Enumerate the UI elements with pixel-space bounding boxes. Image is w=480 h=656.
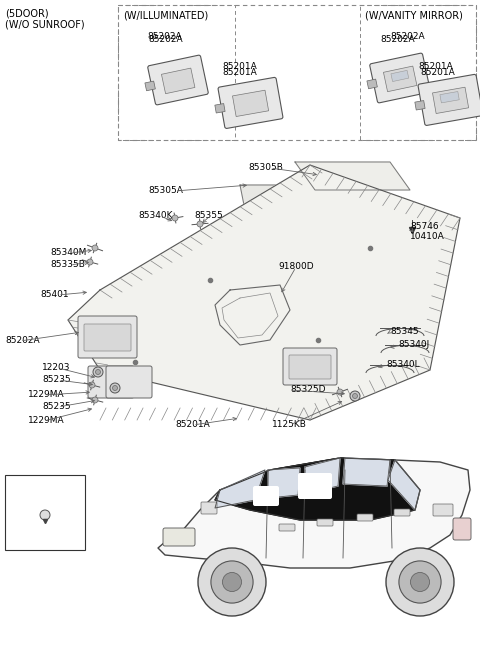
Text: 85201A: 85201A xyxy=(418,62,453,71)
FancyBboxPatch shape xyxy=(218,77,283,129)
Text: 85325D: 85325D xyxy=(290,385,325,394)
Circle shape xyxy=(110,383,120,393)
Circle shape xyxy=(386,548,454,616)
Circle shape xyxy=(350,391,360,401)
FancyBboxPatch shape xyxy=(453,518,471,540)
Bar xyxy=(145,81,156,91)
Text: 85235: 85235 xyxy=(42,375,71,384)
FancyBboxPatch shape xyxy=(283,348,337,385)
Polygon shape xyxy=(304,458,340,494)
FancyBboxPatch shape xyxy=(201,502,217,514)
FancyBboxPatch shape xyxy=(84,324,131,351)
Text: 85305A: 85305A xyxy=(148,186,183,195)
Bar xyxy=(5,475,85,550)
Polygon shape xyxy=(215,458,420,520)
Circle shape xyxy=(93,367,103,377)
Text: 85202A: 85202A xyxy=(390,32,425,41)
Circle shape xyxy=(92,245,98,251)
Text: 12203: 12203 xyxy=(42,363,71,372)
FancyBboxPatch shape xyxy=(88,366,134,398)
FancyBboxPatch shape xyxy=(106,366,152,398)
Text: 91800D: 91800D xyxy=(278,262,313,271)
Bar xyxy=(360,5,476,140)
Circle shape xyxy=(410,573,430,592)
Text: 1125KB: 1125KB xyxy=(272,420,307,429)
Text: (W/ILLUMINATED): (W/ILLUMINATED) xyxy=(123,10,208,20)
Bar xyxy=(232,90,269,117)
FancyBboxPatch shape xyxy=(433,504,453,516)
FancyBboxPatch shape xyxy=(357,514,373,521)
Text: 85202A: 85202A xyxy=(147,32,181,41)
Circle shape xyxy=(172,215,178,221)
Bar xyxy=(440,92,459,103)
Text: 85305B: 85305B xyxy=(248,163,283,172)
Text: 85202A: 85202A xyxy=(148,35,182,44)
FancyBboxPatch shape xyxy=(78,316,137,358)
Circle shape xyxy=(87,259,93,265)
Bar xyxy=(161,68,195,94)
Text: 85325A: 85325A xyxy=(9,478,44,487)
Polygon shape xyxy=(388,460,420,510)
Circle shape xyxy=(96,369,100,375)
Circle shape xyxy=(352,394,358,398)
Circle shape xyxy=(40,510,50,520)
Bar xyxy=(118,5,235,140)
Polygon shape xyxy=(268,468,300,498)
Bar xyxy=(415,100,425,110)
Circle shape xyxy=(112,386,118,390)
FancyBboxPatch shape xyxy=(163,528,195,546)
FancyBboxPatch shape xyxy=(370,53,430,103)
Text: 85340J: 85340J xyxy=(398,340,429,349)
Circle shape xyxy=(222,573,241,592)
Bar xyxy=(215,104,225,113)
FancyBboxPatch shape xyxy=(298,473,332,499)
FancyBboxPatch shape xyxy=(394,509,410,516)
Circle shape xyxy=(198,548,266,616)
FancyBboxPatch shape xyxy=(418,74,480,125)
Bar xyxy=(367,79,377,89)
Text: 85235: 85235 xyxy=(42,402,71,411)
FancyBboxPatch shape xyxy=(289,355,331,379)
Text: 85201A: 85201A xyxy=(222,62,257,71)
Text: 85335B: 85335B xyxy=(50,260,85,269)
Bar xyxy=(118,5,476,140)
Text: 85401: 85401 xyxy=(40,290,69,299)
Text: 85202A: 85202A xyxy=(5,336,40,345)
Polygon shape xyxy=(215,470,265,508)
Text: 85201A: 85201A xyxy=(175,420,210,429)
Text: 1229MA: 1229MA xyxy=(28,390,65,399)
Text: 85202A: 85202A xyxy=(380,35,415,44)
Polygon shape xyxy=(68,165,460,420)
Text: 85345: 85345 xyxy=(390,327,419,336)
Polygon shape xyxy=(343,458,390,486)
FancyBboxPatch shape xyxy=(253,486,279,506)
FancyBboxPatch shape xyxy=(148,55,208,105)
Polygon shape xyxy=(240,185,355,210)
Polygon shape xyxy=(158,458,470,568)
Text: 85340K: 85340K xyxy=(138,211,172,220)
FancyBboxPatch shape xyxy=(317,519,333,526)
Circle shape xyxy=(92,397,98,403)
Bar xyxy=(391,70,408,81)
Text: (5DOOR)
(W/O SUNROOF): (5DOOR) (W/O SUNROOF) xyxy=(5,8,84,30)
Text: 85201A: 85201A xyxy=(420,68,455,77)
Text: 85340L: 85340L xyxy=(386,360,420,369)
FancyBboxPatch shape xyxy=(279,524,295,531)
Circle shape xyxy=(337,389,343,395)
Bar xyxy=(432,87,468,113)
Polygon shape xyxy=(295,162,410,190)
Circle shape xyxy=(211,561,253,603)
Text: 85355: 85355 xyxy=(194,211,223,220)
Bar xyxy=(384,66,417,92)
Circle shape xyxy=(399,561,441,603)
Circle shape xyxy=(197,221,203,227)
Text: 10410A: 10410A xyxy=(410,232,445,241)
Circle shape xyxy=(89,382,95,388)
Text: 85746: 85746 xyxy=(410,222,439,231)
Text: (W/VANITY MIRROR): (W/VANITY MIRROR) xyxy=(365,10,463,20)
Text: 1229MA: 1229MA xyxy=(28,416,65,425)
Text: 85340M: 85340M xyxy=(50,248,86,257)
Text: 85201A: 85201A xyxy=(222,68,257,77)
